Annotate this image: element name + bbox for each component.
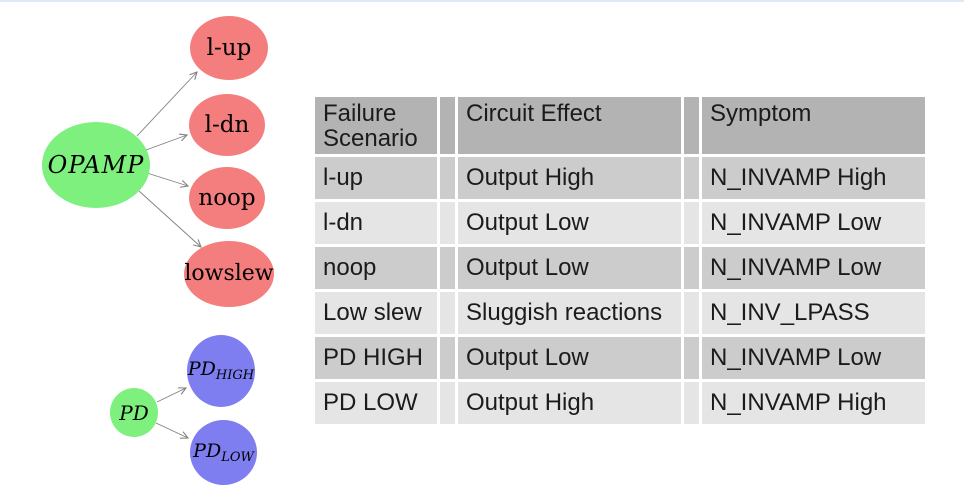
header-spacer-2 [684,97,699,154]
cell-failure-scenario: PD LOW [315,382,437,424]
node-l-dn-label: l-dn [204,111,250,138]
node-pd-high: PDHIGH [187,335,255,407]
cell-symptom: N_INVAMP High [702,157,925,199]
cell-circuit-effect: Sluggish reactions [458,292,681,334]
node-opamp-label: OPAMP [47,151,145,179]
cell-circuit-effect: Output High [458,382,681,424]
row-spacer [440,292,455,334]
edge-opamp-noop [146,172,188,186]
top-edge-highlight [0,0,964,2]
col-header-circuit-effect: Circuit Effect [458,97,681,154]
cell-symptom: N_INVAMP Low [702,202,925,244]
cell-failure-scenario: PD HIGH [315,337,437,379]
node-lowslew: lowslew [184,241,274,307]
row-spacer [684,382,699,424]
node-l-up-label: l-up [206,34,252,61]
row-spacer [684,157,699,199]
node-pd-high-label: PDHIGH [187,358,255,383]
cell-failure-scenario: noop [315,247,437,289]
cell-symptom: N_INVAMP Low [702,337,925,379]
cell-circuit-effect: Output Low [458,247,681,289]
row-spacer [440,247,455,289]
edge-pd-pdhigh [156,388,186,403]
cell-symptom: N_INV_LPASS [702,292,925,334]
node-noop-label: noop [198,184,256,211]
cell-circuit-effect: Output Low [458,202,681,244]
failure-scenario-table: Failure Scenario Circuit Effect Symptom … [315,97,925,424]
cell-circuit-effect: Output Low [458,337,681,379]
row-spacer [440,382,455,424]
node-lowslew-label: lowslew [184,261,274,286]
node-l-dn: l-dn [189,94,265,156]
edge-opamp-lup [136,72,197,137]
row-spacer [684,292,699,334]
cell-symptom: N_INVAMP High [702,382,925,424]
cell-failure-scenario: Low slew [315,292,437,334]
node-noop: noop [189,167,265,229]
row-spacer [684,202,699,244]
node-pd-high-subscript: HIGH [215,368,255,383]
col-header-failure-scenario: Failure Scenario [315,97,437,154]
cell-failure-scenario: l-dn [315,202,437,244]
cell-failure-scenario: l-up [315,157,437,199]
header-spacer-1 [440,97,455,154]
node-pd-low: PDLOW [190,420,257,485]
row-spacer [440,157,455,199]
node-pd: PD [110,388,158,437]
row-spacer [440,337,455,379]
edge-pd-pdlow [155,422,188,438]
node-pd-low-subscript: LOW [221,449,254,465]
node-l-up: l-up [190,16,268,80]
cell-symptom: N_INVAMP Low [702,247,925,289]
node-pd-low-label: PDLOW [193,439,254,465]
row-spacer [440,202,455,244]
row-spacer [684,247,699,289]
node-pd-label: PD [119,400,149,425]
edge-opamp-ldn [145,135,187,151]
node-opamp: OPAMP [42,122,150,208]
row-spacer [684,337,699,379]
col-header-symptom: Symptom [702,97,925,154]
cell-circuit-effect: Output High [458,157,681,199]
